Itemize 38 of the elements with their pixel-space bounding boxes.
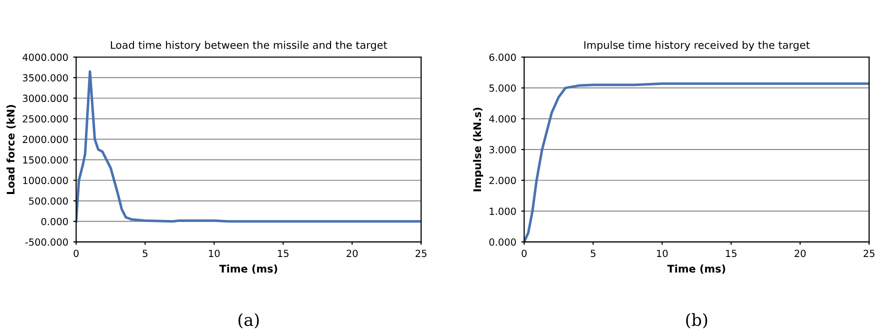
x-tick-label: 15	[726, 250, 736, 258]
y-tick-label: 4000.000	[22, 54, 68, 61]
x-tick-label: 20	[794, 250, 806, 258]
x-axis-title: Time (ms)	[219, 264, 278, 274]
x-tick-label: 25	[864, 250, 874, 258]
y-axis-title: Impulse (kN.s)	[473, 108, 484, 192]
y-tick-label: 500.000	[29, 197, 68, 205]
y-tick-label: 2.000	[489, 176, 516, 184]
line-series	[76, 70, 422, 223]
x-tick-label: 0	[74, 250, 79, 258]
y-tick-label: 0.000	[489, 238, 516, 246]
x-tick-label: 5	[590, 250, 596, 258]
y-tick-label: 4.000	[489, 115, 516, 123]
y-tick-label: 1500.000	[23, 156, 68, 164]
text: (a)	[238, 313, 259, 328]
chart-title: Load time history between the missile and the target	[110, 40, 388, 51]
x-axis-title: Time (ms)	[667, 264, 726, 274]
y-tick-label: 6.000	[489, 54, 516, 61]
y-tick-label: 2500.000	[22, 115, 68, 123]
x-tick-label: 10	[657, 250, 668, 258]
y-tick-label: -500.000	[25, 238, 68, 246]
y-tick-label: 3500.000	[22, 74, 68, 82]
y-tick-label: 3.000	[489, 146, 516, 154]
x-tick-label: 20	[346, 250, 358, 258]
y-tick-label: 5.000	[489, 84, 516, 92]
y-tick-label: 2000.000	[22, 136, 68, 144]
x-tick-label: 0	[522, 250, 527, 258]
y-axis-title: Load force (kN)	[6, 105, 16, 194]
x-tick-label: 15	[278, 250, 288, 258]
x-tick-label: 5	[142, 250, 148, 258]
y-tick-label: 0.000	[41, 218, 68, 226]
chart-title: Impulse time history received by the target	[584, 40, 810, 51]
y-tick-label: 1000.000	[23, 176, 68, 184]
y-tick-label: 3000.000	[22, 94, 68, 102]
y-tick-label: 1.000	[490, 208, 516, 215]
text: (b)	[686, 313, 708, 328]
x-tick-label: 25	[416, 250, 426, 258]
x-tick-label: 10	[209, 250, 220, 258]
